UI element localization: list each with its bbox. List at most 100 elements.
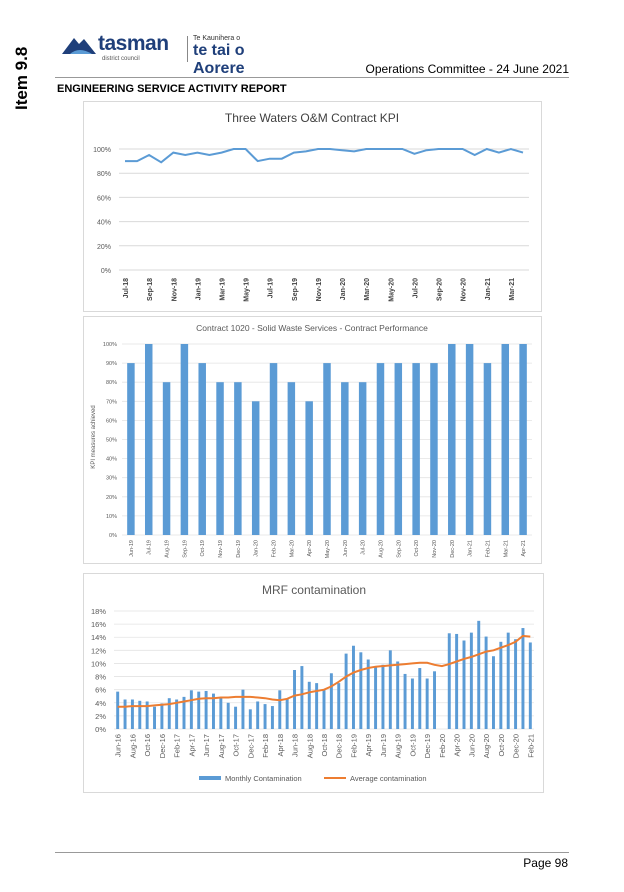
chart3-xtick-label: Feb-20 bbox=[438, 734, 447, 758]
legend-average-label: Average contamination bbox=[350, 774, 427, 783]
solid-waste-chart-panel: Contract 1020 - Solid Waste Services - C… bbox=[83, 316, 542, 564]
chart3-xtick-label: Apr-21 bbox=[541, 734, 543, 757]
chart2-xtick-label: Sep-20 bbox=[396, 540, 402, 558]
chart2-ytick-label: 20% bbox=[106, 495, 117, 501]
chart2-bar bbox=[127, 363, 135, 535]
chart2-title: Contract 1020 - Solid Waste Services - C… bbox=[196, 323, 428, 333]
chart2-ytick-label: 90% bbox=[106, 361, 117, 367]
logo-name: tasman bbox=[98, 32, 169, 55]
chart3-monthly-bar bbox=[138, 700, 142, 729]
chart2-xtick-label: Mar-20 bbox=[289, 540, 295, 557]
chart2-bar bbox=[341, 382, 349, 535]
chart1-xtick-label: Nov-19 bbox=[316, 278, 323, 301]
chart3-monthly-bar bbox=[396, 661, 400, 729]
chart3-monthly-bar bbox=[506, 632, 510, 729]
chart2-ytick-label: 40% bbox=[106, 457, 117, 463]
chart3-monthly-bar bbox=[226, 702, 230, 729]
chart1-xtick-label: Sep-18 bbox=[147, 278, 154, 301]
mrf-contamination-chart: MRF contamination 0% 2% 4% 6% 8% 10% 12% 14% 16%… bbox=[91, 583, 550, 783]
chart3-xtick-label: Aug-20 bbox=[482, 734, 491, 758]
chart3-monthly-bar bbox=[219, 698, 223, 729]
chart2-bar bbox=[465, 344, 474, 535]
chart3-monthly-bar bbox=[447, 633, 451, 729]
chart2-bar bbox=[394, 363, 403, 535]
chart1-kpi-line bbox=[125, 147, 524, 164]
chart2-bar bbox=[180, 344, 189, 535]
chart3-monthly-bar bbox=[204, 690, 208, 729]
chart3-monthly-bar bbox=[462, 640, 466, 729]
chart3-monthly-bar bbox=[374, 666, 378, 729]
chart3-monthly-bar bbox=[123, 699, 127, 729]
chart3-monthly-bar bbox=[145, 701, 149, 729]
chart3-xtick-label: Feb-19 bbox=[349, 734, 358, 758]
chart3-ytick-label: 18% bbox=[91, 607, 106, 616]
chart1-ytick-label: 80% bbox=[97, 171, 111, 178]
chart3-xtick-label: Oct-19 bbox=[408, 734, 417, 757]
chart3-xtick-label: Feb-21 bbox=[526, 734, 535, 758]
chart3-ytick-label: 10% bbox=[91, 659, 106, 668]
logo-divider bbox=[187, 36, 188, 62]
chart3-monthly-bar bbox=[234, 706, 238, 729]
chart3-xtick-label: Oct-20 bbox=[497, 734, 506, 757]
chart3-title: MRF contamination bbox=[262, 583, 366, 597]
chart3-ytick-label: 4% bbox=[95, 699, 106, 708]
chart3-monthly-bar bbox=[212, 693, 215, 729]
chart3-monthly-bar bbox=[433, 671, 436, 729]
chart2-xtick-label: Jun-19 bbox=[129, 540, 135, 557]
chart3-xtick-label: Jun-18 bbox=[291, 734, 300, 757]
chart1-xtick-label: Sep-20 bbox=[437, 278, 444, 301]
legend-monthly-swatch bbox=[199, 776, 221, 780]
council-logo: tasman district council Te Kaunihera o t… bbox=[62, 30, 262, 77]
chart1-xtick-label: Nov-20 bbox=[461, 278, 468, 301]
chart2-ylabel: KPI measures achieved bbox=[91, 405, 97, 468]
chart1-xtick-label: Jul-18 bbox=[123, 278, 130, 298]
chart3-monthly-bar bbox=[359, 652, 363, 729]
chart3-xtick-label: Oct-18 bbox=[320, 734, 329, 757]
chart2-xtick-label: Feb-21 bbox=[485, 540, 491, 557]
chart2-bar bbox=[412, 363, 420, 535]
chart2-ytick-label: 10% bbox=[106, 514, 117, 520]
chart3-xtick-label: Jun-16 bbox=[114, 734, 123, 757]
chart1-ytick-label: 40% bbox=[97, 220, 111, 227]
chart2-bar bbox=[198, 363, 206, 535]
chart3-monthly-bar bbox=[492, 656, 495, 729]
chart2-xtick-label: Dec-20 bbox=[450, 540, 456, 558]
chart3-xtick-label: Dec-20 bbox=[512, 734, 521, 758]
chart2-xtick-label: Oct-19 bbox=[200, 540, 206, 557]
chart3-monthly-bar bbox=[241, 689, 245, 729]
chart3-monthly-bar bbox=[130, 699, 134, 729]
chart2-xtick-label: Jun-20 bbox=[343, 540, 349, 557]
chart2-bar bbox=[162, 382, 171, 535]
chart2-bar bbox=[269, 363, 278, 535]
chart3-ytick-label: 0% bbox=[95, 725, 106, 734]
chart3-ytick-label: 8% bbox=[95, 673, 106, 682]
chart1-ytick-label: 0% bbox=[101, 268, 111, 275]
logo-subtitle: district council bbox=[102, 56, 140, 62]
chart1-xtick-label: Mar-20 bbox=[364, 278, 371, 301]
chart1-title: Three Waters O&M Contract KPI bbox=[225, 111, 399, 125]
chart3-average-line bbox=[117, 634, 531, 708]
chart3-monthly-bar bbox=[182, 696, 186, 729]
chart3-monthly-bar bbox=[307, 681, 311, 729]
chart1-xtick-label: Mar-21 bbox=[509, 278, 516, 301]
chart1-ytick-label: 20% bbox=[97, 244, 111, 251]
chart3-xtick-label: Feb-17 bbox=[173, 734, 182, 758]
chart3-monthly-bar bbox=[285, 698, 289, 729]
chart3-monthly-bar bbox=[248, 709, 252, 729]
chart2-ytick-label: 70% bbox=[106, 399, 117, 405]
chart3-xtick-label: Apr-19 bbox=[364, 734, 373, 757]
chart2-ytick-label: 50% bbox=[106, 438, 117, 444]
chart1-xtick-label: Jul-19 bbox=[268, 278, 275, 298]
header-divider bbox=[55, 77, 569, 78]
chart3-monthly-bar bbox=[469, 632, 473, 729]
chart3-monthly-bar bbox=[366, 659, 370, 729]
chart1-ytick-label: 100% bbox=[93, 147, 111, 154]
chart2-xtick-label: Dec-19 bbox=[236, 540, 242, 558]
logo-maori-name: te tai o Aorere bbox=[193, 42, 245, 77]
chart3-monthly-bar bbox=[197, 691, 201, 729]
chart2-bar bbox=[305, 401, 313, 535]
chart2-bar bbox=[144, 344, 153, 535]
chart3-xtick-label: Aug-18 bbox=[305, 734, 314, 758]
chart3-xtick-label: Aug-17 bbox=[217, 734, 226, 758]
chart1-xtick-label: May-19 bbox=[244, 278, 251, 302]
